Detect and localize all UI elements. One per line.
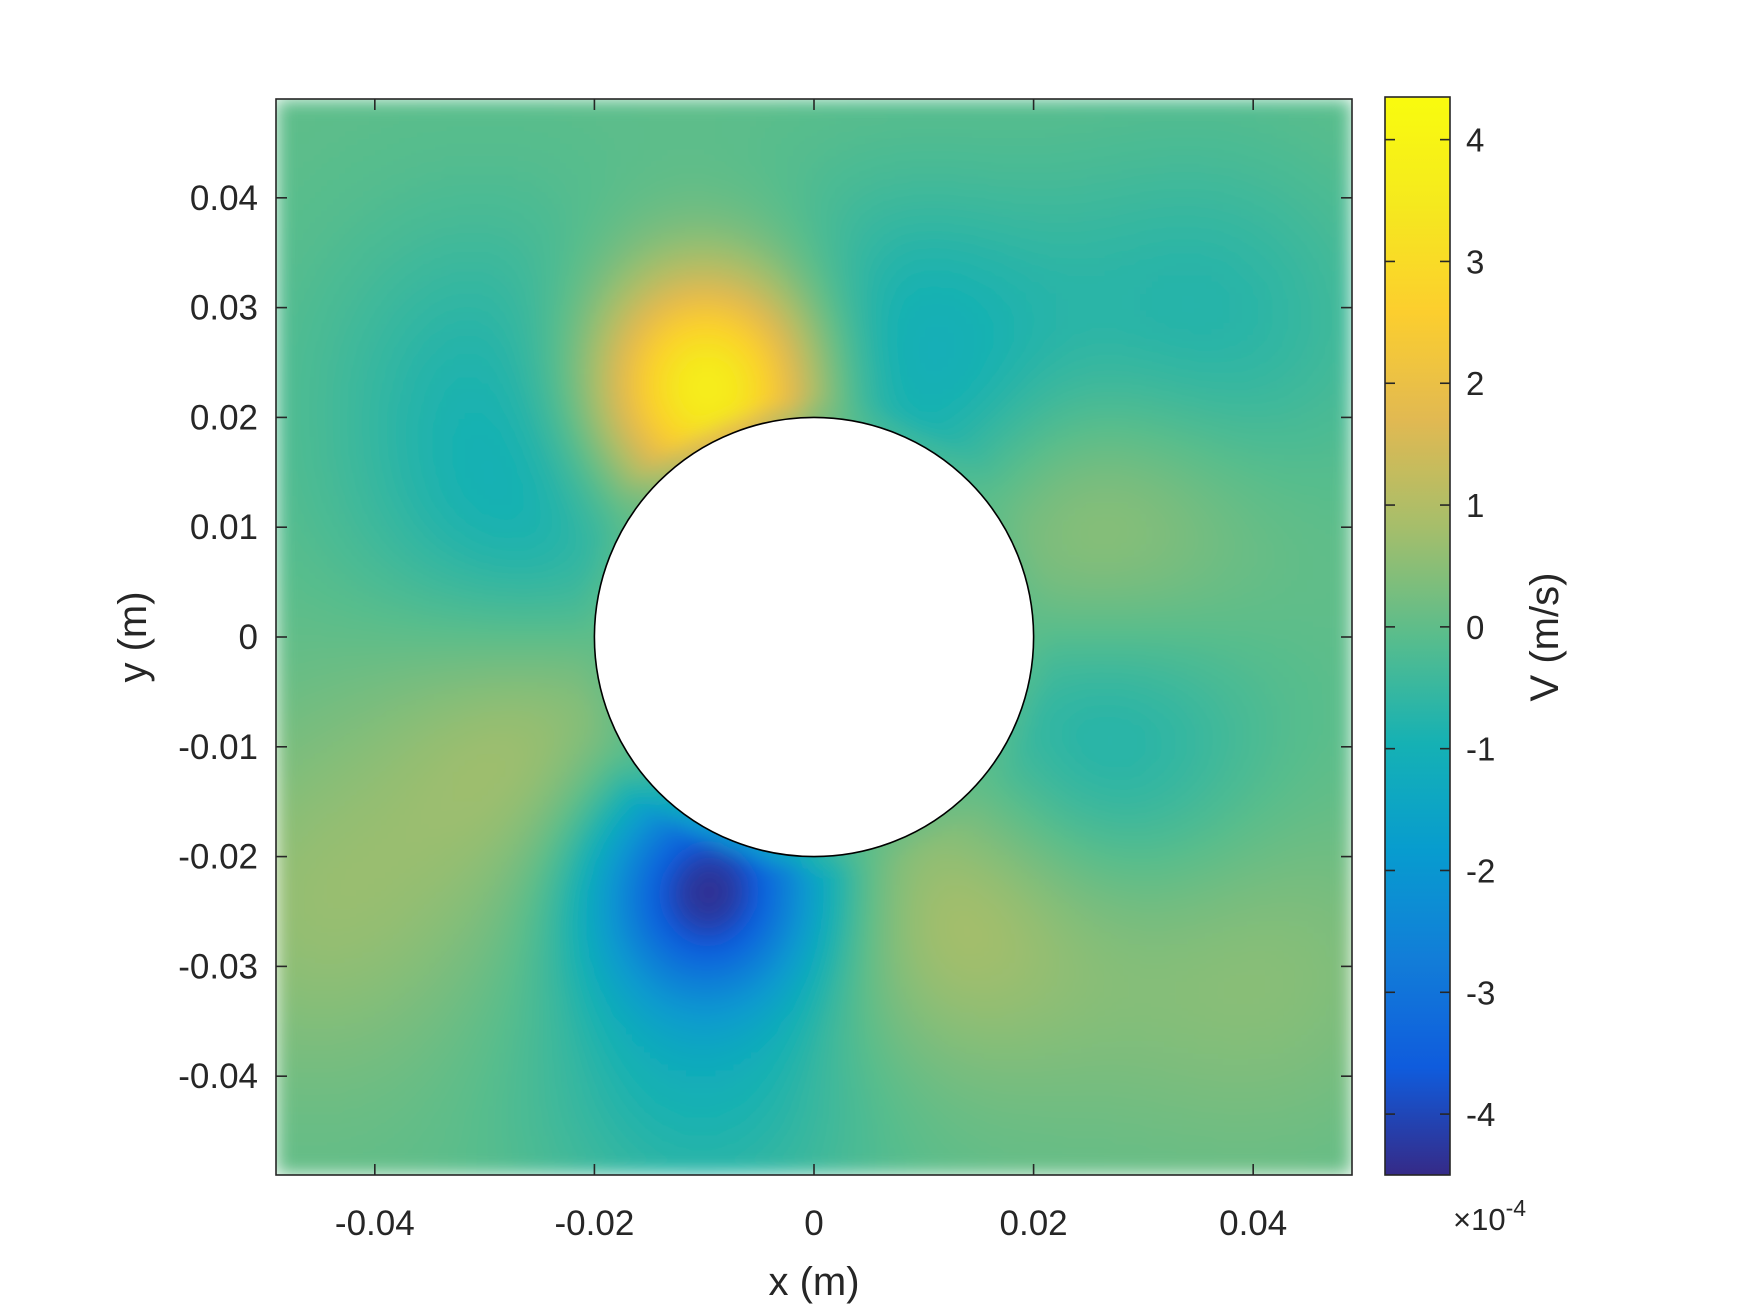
x-tick-label: -0.02 [555, 1204, 635, 1243]
y-tick-label: 0.02 [190, 398, 258, 437]
colorbar-ticks: 4 3 2 1 0 -1 -2 -3 -4 [1385, 122, 1495, 1133]
y-tick-label: 0 [239, 618, 258, 657]
y-tick-label: 0.03 [190, 289, 258, 328]
colorbar-multiplier-exponent: -4 [1506, 1195, 1527, 1221]
colorbar-multiplier-base: ×10 [1453, 1202, 1506, 1237]
colorbar-tick-label: 1 [1466, 487, 1484, 524]
y-tick-label: -0.02 [178, 838, 258, 877]
colorbar-multiplier: ×10-4 [1453, 1195, 1526, 1237]
colorbar-tick-label: -3 [1466, 974, 1495, 1011]
colorbar-tick-label: 4 [1466, 122, 1484, 159]
colorbar-tick-label: -2 [1466, 852, 1495, 889]
y-tick-label: 0.04 [190, 179, 258, 218]
y-axis-ticks: 0.04 0.03 0.02 0.01 0 -0.01 -0.02 -0.03 -0.04 [178, 179, 1352, 1096]
y-tick-label: 0.01 [190, 508, 258, 547]
colorbar-tick-label: -1 [1466, 731, 1495, 768]
x-axis-ticks: -0.04 -0.02 0 0.02 0.04 [335, 99, 1287, 1243]
x-tick-label: 0.04 [1219, 1204, 1287, 1243]
cylinder-obstacle [593, 416, 1035, 858]
colorbar-label: V (m/s) [1523, 573, 1567, 702]
y-tick-label: -0.01 [178, 728, 258, 767]
y-tick-label: -0.04 [178, 1057, 258, 1096]
x-tick-label: 0 [804, 1204, 823, 1243]
colorbar-tick-label: 3 [1466, 243, 1484, 280]
x-axis-label: x (m) [768, 1260, 859, 1304]
colorbar-tick-label: 0 [1466, 609, 1484, 646]
x-tick-label: -0.04 [335, 1204, 415, 1243]
colorbar-tick-label: 2 [1466, 365, 1484, 402]
x-tick-label: 0.02 [1000, 1204, 1068, 1243]
plot-area: -0.04 -0.02 0 0.02 0.04 0.040.030.020.010-0.… [111, 98, 1353, 1304]
y-axis-label: y (m) [111, 591, 155, 682]
y-tick-label: -0.03 [178, 947, 258, 986]
colorbar-tick-label: -4 [1466, 1096, 1495, 1133]
colorbar-gradient [1384, 96, 1451, 1176]
